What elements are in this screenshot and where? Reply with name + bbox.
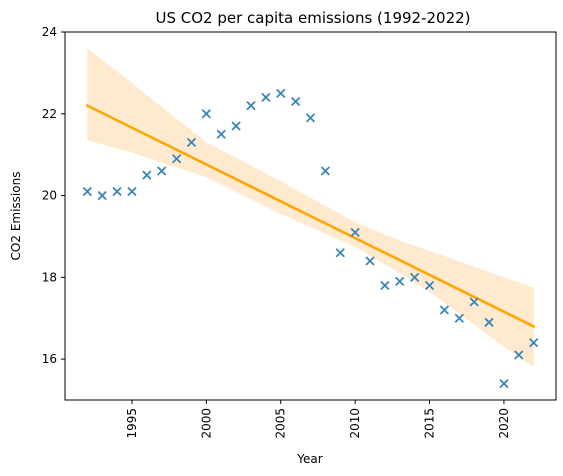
data-point xyxy=(307,114,315,122)
y-tick-label: 22 xyxy=(42,107,57,121)
data-point xyxy=(292,98,300,106)
data-point xyxy=(440,306,448,314)
data-point xyxy=(98,192,106,200)
data-point xyxy=(336,249,344,257)
data-point xyxy=(396,277,404,285)
data-point xyxy=(381,282,389,290)
data-point xyxy=(321,167,329,175)
y-tick-label: 20 xyxy=(42,189,57,203)
data-point xyxy=(83,187,91,195)
x-tick-label: 2000 xyxy=(199,408,213,439)
data-point xyxy=(455,314,463,322)
data-point xyxy=(247,102,255,110)
x-tick-label: 2010 xyxy=(348,408,362,439)
y-axis-ticks: 16 18 20 22 24 xyxy=(42,25,65,366)
data-point xyxy=(128,187,136,195)
data-point xyxy=(158,167,166,175)
y-tick-label: 18 xyxy=(42,270,57,284)
y-tick-label: 24 xyxy=(42,25,57,39)
data-point xyxy=(500,380,508,388)
y-axis-title: CO2 Emissions xyxy=(9,172,23,261)
data-point xyxy=(202,110,210,118)
x-tick-label: 1995 xyxy=(125,408,139,439)
regression-line xyxy=(87,106,533,327)
x-tick-label: 2005 xyxy=(274,408,288,439)
x-axis-ticks: 1995 2000 2005 2010 2015 2020 xyxy=(125,400,511,439)
data-point xyxy=(232,122,240,130)
confidence-band-layer xyxy=(87,48,533,367)
chart-title: US CO2 per capita emissions (1992-2022) xyxy=(155,9,470,27)
x-axis-title: Year xyxy=(296,452,322,466)
data-point xyxy=(217,130,225,138)
y-tick-label: 16 xyxy=(42,352,57,366)
data-point xyxy=(262,93,270,101)
data-point xyxy=(143,171,151,179)
data-point xyxy=(113,187,121,195)
regression-line-layer xyxy=(87,106,533,327)
x-tick-label: 2020 xyxy=(497,408,511,439)
data-point xyxy=(366,257,374,265)
x-tick-label: 2015 xyxy=(423,408,437,439)
data-point xyxy=(277,89,285,97)
confidence-band xyxy=(87,48,533,367)
